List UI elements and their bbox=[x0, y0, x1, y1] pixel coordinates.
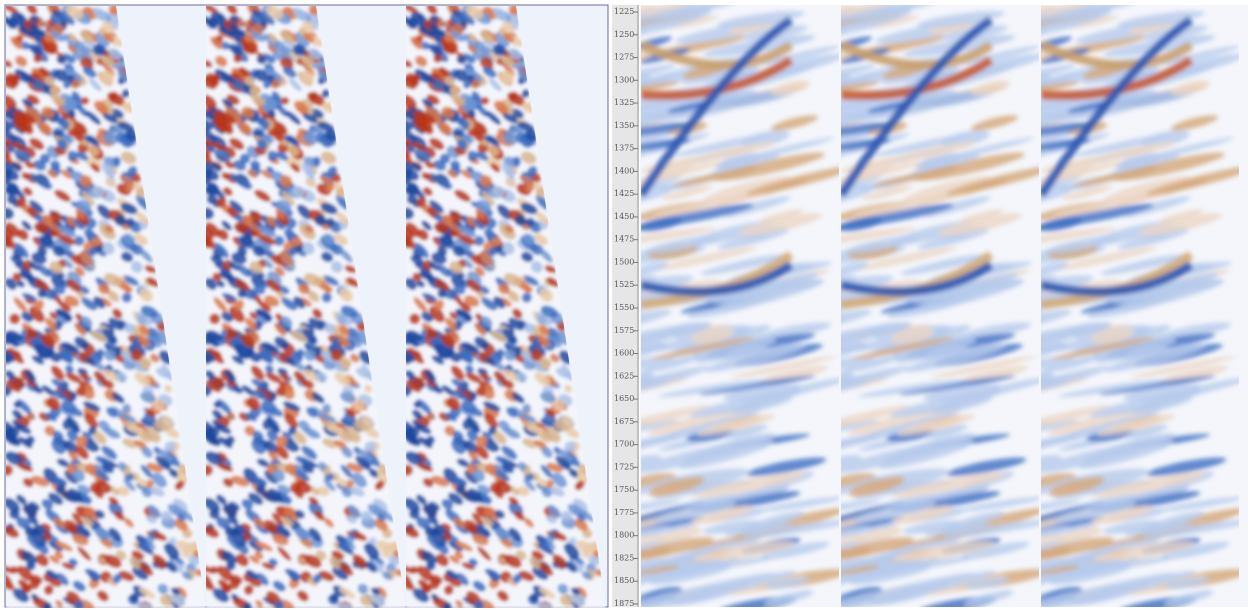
depth-label: 1575 bbox=[614, 326, 634, 335]
depth-label: 1650 bbox=[614, 394, 634, 403]
depth-label: 1475 bbox=[614, 235, 634, 244]
depth-label: 1725 bbox=[614, 462, 634, 471]
depth-label: 1425 bbox=[614, 189, 634, 198]
depth-axis-strip bbox=[612, 5, 639, 607]
depth-label: 1500 bbox=[614, 257, 634, 266]
depth-label: 1625 bbox=[614, 371, 634, 380]
depth-label: 1825 bbox=[614, 553, 634, 562]
depth-label: 1275 bbox=[614, 53, 634, 62]
depth-label: 1850 bbox=[614, 576, 634, 585]
depth-label: 1250 bbox=[614, 30, 634, 39]
depth-label: 1675 bbox=[614, 417, 634, 426]
depth-label: 1525 bbox=[614, 280, 634, 289]
depth-label: 1700 bbox=[614, 440, 634, 449]
depth-label: 1550 bbox=[614, 303, 634, 312]
depth-label: 1600 bbox=[614, 349, 634, 358]
depth-label: 1450 bbox=[614, 212, 634, 221]
depth-label: 1325 bbox=[614, 98, 634, 107]
depth-label: 1300 bbox=[614, 75, 634, 84]
depth-label: 1400 bbox=[614, 166, 634, 175]
depth-label: 1875 bbox=[614, 599, 634, 608]
depth-label: 1375 bbox=[614, 144, 634, 153]
depth-label: 1750 bbox=[614, 485, 634, 494]
depth-axis: 1225 1250 1275 1300 1325 1350 1375 1400 1425 1450… bbox=[614, 7, 638, 608]
depth-label: 1800 bbox=[614, 531, 634, 540]
depth-label: 1225 bbox=[614, 7, 634, 16]
depth-label: 1350 bbox=[614, 121, 634, 130]
depth-label: 1775 bbox=[614, 508, 634, 517]
